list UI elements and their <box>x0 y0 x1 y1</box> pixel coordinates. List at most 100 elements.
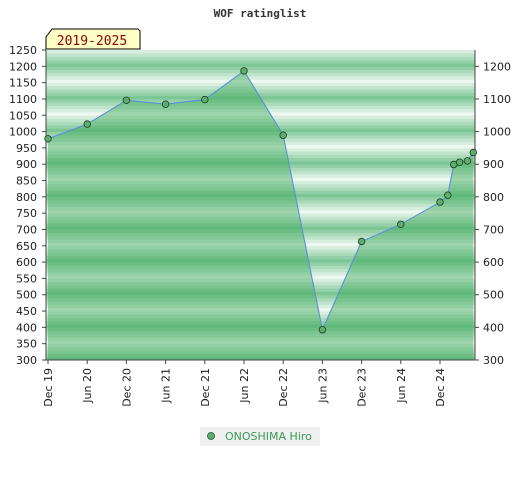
band <box>46 115 475 119</box>
y-tick-label: 800 <box>16 191 37 204</box>
y-axis-right-ticks: 300 400 500 600 700 800 900 1000 1100 1200 <box>475 60 511 367</box>
band <box>46 291 475 296</box>
data-point[interactable] <box>357 237 366 246</box>
band <box>46 108 475 113</box>
band <box>46 187 475 191</box>
data-point[interactable] <box>83 120 91 128</box>
band <box>46 346 475 351</box>
x-tick-label: Dec 22 <box>277 368 290 407</box>
band <box>46 72 475 77</box>
band <box>46 350 475 354</box>
band <box>46 236 475 240</box>
band <box>46 301 475 305</box>
band <box>46 85 475 90</box>
band <box>46 200 475 204</box>
y-tick-label-right: 400 <box>483 321 504 334</box>
data-point[interactable] <box>318 326 327 334</box>
axes <box>45 50 476 361</box>
band <box>46 56 475 61</box>
band <box>46 222 475 227</box>
band <box>46 294 475 299</box>
band <box>46 196 475 201</box>
y-tick-label-right: 600 <box>483 256 504 269</box>
band <box>46 92 475 97</box>
band <box>46 121 475 126</box>
data-point[interactable] <box>469 148 477 157</box>
legend[interactable]: ONOSHIMA Hiro <box>200 427 320 446</box>
y-tick-label: 400 <box>16 321 37 334</box>
legend-label: ONOSHIMA Hiro <box>225 430 312 443</box>
data-point[interactable] <box>463 157 472 165</box>
area-fill <box>48 70 474 361</box>
data-point[interactable] <box>240 67 248 75</box>
band <box>46 164 475 168</box>
band <box>46 203 475 208</box>
band <box>46 242 475 247</box>
x-tick-label: Dec 20 <box>120 368 133 407</box>
band <box>46 232 475 237</box>
band <box>46 151 475 155</box>
band <box>46 268 475 273</box>
data-point[interactable] <box>161 100 170 108</box>
band <box>46 141 475 146</box>
data-point[interactable] <box>201 95 209 104</box>
band <box>46 288 475 292</box>
x-tick-label: Dec 23 <box>356 368 369 407</box>
band <box>46 157 475 162</box>
band <box>46 255 475 260</box>
band <box>46 229 475 234</box>
band <box>46 170 475 175</box>
data-point[interactable] <box>397 220 405 228</box>
data-point[interactable] <box>436 198 444 206</box>
band <box>46 102 475 106</box>
band <box>46 320 475 325</box>
band <box>46 219 475 224</box>
band <box>46 193 475 198</box>
data-point[interactable] <box>455 158 464 166</box>
band <box>46 180 475 185</box>
band <box>46 190 475 194</box>
band <box>46 131 475 136</box>
band <box>46 337 475 341</box>
band <box>46 63 475 67</box>
band <box>46 144 475 149</box>
band <box>46 59 475 64</box>
band <box>46 239 475 243</box>
band <box>46 66 475 70</box>
y-tick-label-right: 900 <box>483 158 504 171</box>
y-tick-label: 1150 <box>9 77 37 90</box>
data-point[interactable] <box>444 191 452 199</box>
band <box>46 330 475 335</box>
band <box>46 105 475 110</box>
y-tick-label: 1000 <box>9 126 37 139</box>
background-bands <box>46 50 475 361</box>
band <box>46 281 475 286</box>
y-tick-label: 950 <box>16 142 37 155</box>
band <box>46 249 475 253</box>
band <box>46 128 475 132</box>
legend-marker <box>207 432 215 440</box>
y-tick-label-right: 800 <box>483 191 504 204</box>
y-tick-label: 750 <box>16 207 37 220</box>
y-tick-label: 350 <box>16 338 37 351</box>
x-axis-ticks: Dec 19 Jun 20 Dec 20 Jun 21 Dec 21 Jun 22 Dec … <box>42 360 447 407</box>
data-point[interactable] <box>279 131 287 139</box>
band <box>46 324 475 328</box>
y-tick-label: 550 <box>16 272 37 285</box>
band <box>46 265 475 270</box>
x-tick-label: Dec 21 <box>199 368 212 407</box>
data-point[interactable] <box>44 135 52 143</box>
band <box>46 356 475 361</box>
data-point[interactable] <box>122 96 131 104</box>
band <box>46 98 475 103</box>
band <box>46 154 475 159</box>
band <box>46 226 475 230</box>
band <box>46 275 475 279</box>
band <box>46 317 475 322</box>
period-badge: 2019-2025 <box>45 28 141 50</box>
band <box>46 160 475 165</box>
y-tick-label-right: 1100 <box>483 93 511 106</box>
band <box>46 278 475 283</box>
band <box>46 252 475 256</box>
